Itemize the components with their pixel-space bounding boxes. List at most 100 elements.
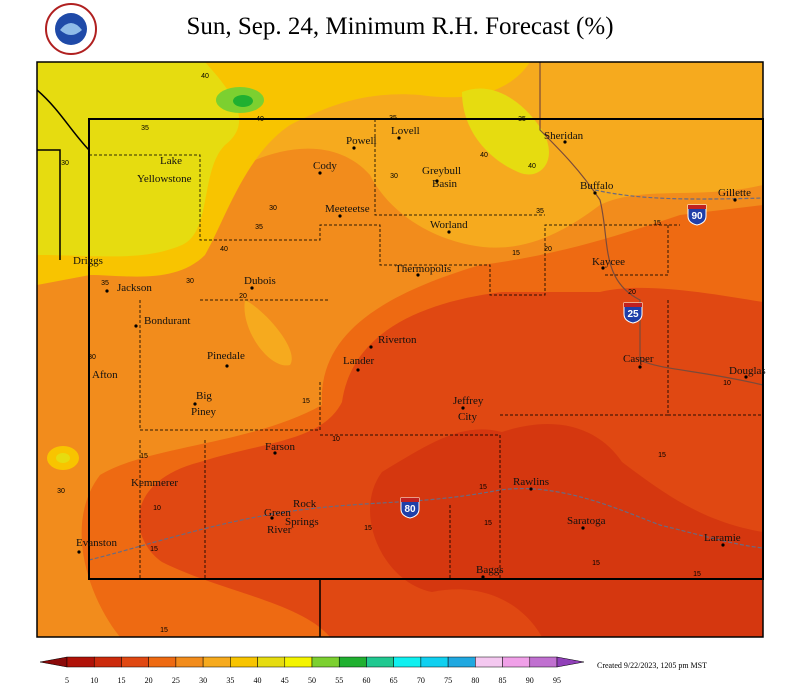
legend-label: 75 [444,676,452,685]
legend-swatch [175,656,204,668]
credit: Created 9/22/2023, 1205 pm MST [597,661,707,670]
place-dot [273,451,277,455]
place-dot [721,543,725,547]
contour-label: 10 [723,380,731,387]
contour-label: 35 [518,116,526,123]
title: Sun, Sep. 24, Minimum R.H. Forecast (%) [186,13,613,40]
place-label: Baggs [476,564,504,576]
contour-label: 10 [153,505,161,512]
place-dot [581,526,585,530]
legend: 5 10 15 20 25 30 35 40 45 50 55 60 65 70 75 80 85 90 95 [39,656,585,685]
place-dot [270,516,274,520]
place-label: Piney [191,406,217,418]
place-dot [638,365,642,369]
place-dot [134,324,138,328]
contour-label: 30 [88,354,96,361]
contour-label: 30 [57,488,65,495]
shield-top [624,303,642,307]
legend-label: 90 [526,676,534,685]
legend-swatch [420,656,449,668]
place-label: Riverton [378,334,417,346]
place-dot [193,402,197,406]
place-label: Thermopolis [395,263,451,275]
legend-label: 70 [417,676,425,685]
place-dot [435,179,439,183]
place-label: Kaycee [592,256,625,268]
legend-label: 95 [553,676,561,685]
contour-label: 30 [186,278,194,285]
legend-swatch [284,656,313,668]
place-dot [563,140,567,144]
contour-label: 15 [484,520,492,527]
place-label: Douglas [729,365,766,377]
place-label: Yellowstone [137,173,192,185]
place-dot [338,214,342,218]
shield-top [401,498,419,502]
place-label: Casper [623,353,654,365]
legend-swatch [66,656,95,668]
contour-label: 40 [480,152,488,159]
place-label: Meeteetse [325,203,370,215]
place-label: Evanston [76,537,117,549]
place-label: Dubois [244,275,276,287]
legend-swatch [475,656,503,668]
place-label: Jeffrey [453,395,484,407]
place-dot [105,289,109,293]
place-label: Saratoga [567,515,606,527]
shield-number: 90 [691,211,703,222]
place-label: Bondurant [144,315,190,327]
place-dot [744,375,748,379]
legend-label: 85 [499,676,507,685]
place-dot [77,550,81,554]
place-dot [593,191,597,195]
legend-swatch [202,656,231,668]
legend-swatch [366,656,394,668]
legend-label: 40 [254,676,262,685]
shield [687,204,707,226]
contour-label: 35 [389,115,397,122]
legend-arrow [556,656,585,668]
place-dot [481,575,485,579]
contour-label: 40 [220,246,228,253]
contour-label: 40 [528,163,536,170]
shield-number: 80 [404,504,416,515]
contour-label: 35 [101,280,109,287]
contour-label: 15 [592,560,600,567]
place-label: Lake [160,155,182,167]
place-label: Kemmerer [131,477,178,489]
legend-swatch [393,656,422,668]
contour-label: 35 [536,208,544,215]
place-label: Laramie [704,532,741,544]
legend-label: 20 [145,676,153,685]
place-label: Cody [313,160,337,172]
place-dot [318,171,322,175]
shield-top [688,205,706,209]
legend-label: 35 [226,676,234,685]
legend-swatch [529,656,558,668]
contour-label: 15 [150,546,158,553]
legend-label: 25 [172,676,180,685]
place-label: Springs [285,516,319,528]
legend-swatch [93,656,122,668]
place-label: Big [196,390,212,402]
contour-label: 15 [693,571,701,578]
place-dot [250,286,254,290]
place-dot [461,406,465,410]
legend-label: 5 [65,676,69,685]
contour-label: 20 [544,246,552,253]
legend-label: 10 [90,676,98,685]
place-dot [397,136,401,140]
contour-label: 15 [140,453,148,460]
place-dot [356,368,360,372]
place-dot [529,487,533,491]
contour-label: 40 [256,116,264,123]
legend-label: 45 [281,676,289,685]
map [36,61,764,638]
place-label: Basin [432,178,458,190]
shield [400,497,420,519]
place-label: Afton [92,369,118,381]
place-dot [416,273,420,277]
place-dot [733,198,737,202]
place-label: Lovell [391,125,420,137]
